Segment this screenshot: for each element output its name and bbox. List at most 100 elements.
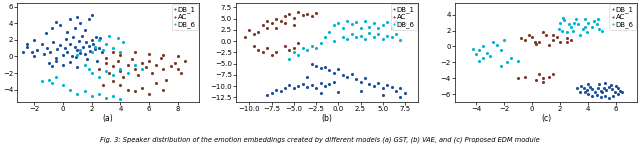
Point bbox=[602, 89, 612, 91]
Point bbox=[302, 49, 312, 51]
Point bbox=[580, 25, 591, 28]
Point bbox=[595, 28, 605, 30]
Point bbox=[104, 35, 114, 37]
Point bbox=[316, 67, 326, 69]
Point bbox=[396, 23, 406, 25]
Point bbox=[351, 78, 361, 80]
Point bbox=[293, 11, 303, 13]
Point bbox=[293, 53, 303, 56]
Point bbox=[132, 74, 143, 76]
Point bbox=[122, 88, 132, 91]
Point bbox=[548, 33, 558, 36]
Point bbox=[320, 85, 330, 87]
Point bbox=[29, 39, 40, 41]
Point bbox=[387, 26, 397, 29]
Point bbox=[151, 82, 161, 84]
Point bbox=[293, 85, 303, 87]
Point bbox=[22, 45, 33, 48]
Point bbox=[45, 51, 55, 54]
Point bbox=[527, 36, 538, 38]
Point bbox=[378, 87, 388, 90]
Point bbox=[311, 87, 321, 90]
Point bbox=[72, 16, 83, 18]
Point bbox=[488, 41, 498, 44]
Point bbox=[158, 68, 168, 70]
Point bbox=[289, 51, 299, 54]
Point bbox=[311, 12, 321, 14]
Point bbox=[18, 51, 28, 54]
Point bbox=[355, 80, 365, 83]
Point bbox=[382, 21, 392, 23]
Point bbox=[615, 90, 625, 92]
Point bbox=[90, 48, 100, 50]
Point bbox=[175, 72, 186, 74]
Point bbox=[52, 48, 63, 50]
Point bbox=[391, 20, 401, 22]
Point bbox=[513, 77, 524, 79]
Point bbox=[329, 80, 339, 83]
Point bbox=[302, 76, 312, 78]
Point bbox=[267, 53, 277, 56]
Point bbox=[351, 36, 361, 39]
Point bbox=[118, 76, 129, 78]
Point bbox=[369, 22, 379, 24]
Point bbox=[122, 72, 132, 74]
Point bbox=[597, 29, 607, 32]
Point bbox=[77, 35, 87, 37]
Point bbox=[583, 21, 593, 24]
Point bbox=[573, 23, 584, 25]
Point bbox=[84, 18, 94, 20]
Point bbox=[351, 21, 361, 23]
Point bbox=[78, 46, 88, 49]
Point bbox=[575, 33, 585, 36]
Point bbox=[298, 83, 308, 85]
Point bbox=[590, 90, 600, 93]
Point bbox=[558, 17, 568, 19]
X-axis label: (c): (c) bbox=[541, 113, 551, 123]
Point bbox=[324, 69, 335, 72]
Point bbox=[68, 36, 78, 39]
Point bbox=[378, 38, 388, 40]
Point bbox=[244, 29, 255, 31]
Point bbox=[22, 43, 33, 45]
Point bbox=[98, 49, 108, 51]
Point bbox=[62, 31, 72, 33]
Point bbox=[79, 53, 90, 55]
Point bbox=[355, 26, 365, 29]
X-axis label: (a): (a) bbox=[103, 113, 114, 123]
Point bbox=[577, 28, 588, 30]
Point bbox=[485, 55, 495, 57]
Point bbox=[151, 64, 161, 66]
Point bbox=[316, 81, 326, 84]
Point bbox=[67, 55, 77, 57]
Point bbox=[180, 59, 190, 62]
Point bbox=[316, 42, 326, 44]
Point bbox=[364, 25, 374, 28]
Point bbox=[346, 33, 356, 35]
Point bbox=[51, 21, 61, 23]
Point bbox=[396, 87, 406, 90]
Point bbox=[311, 65, 321, 67]
Point bbox=[173, 68, 183, 70]
Point bbox=[478, 45, 488, 48]
Point bbox=[589, 20, 599, 22]
Point bbox=[474, 49, 484, 52]
Point bbox=[316, 92, 326, 94]
Point bbox=[298, 14, 308, 16]
Point bbox=[158, 88, 168, 91]
Point bbox=[588, 95, 598, 97]
Point bbox=[562, 41, 572, 44]
Point bbox=[72, 93, 83, 95]
Point bbox=[284, 49, 294, 51]
Point bbox=[588, 25, 598, 28]
Point bbox=[582, 89, 592, 91]
Point bbox=[580, 91, 591, 94]
Point bbox=[75, 22, 85, 25]
Point bbox=[130, 68, 140, 70]
Point bbox=[311, 47, 321, 49]
Point bbox=[113, 59, 123, 62]
Point bbox=[378, 24, 388, 26]
Point bbox=[147, 72, 157, 74]
Point bbox=[391, 90, 401, 92]
Point bbox=[127, 58, 137, 60]
